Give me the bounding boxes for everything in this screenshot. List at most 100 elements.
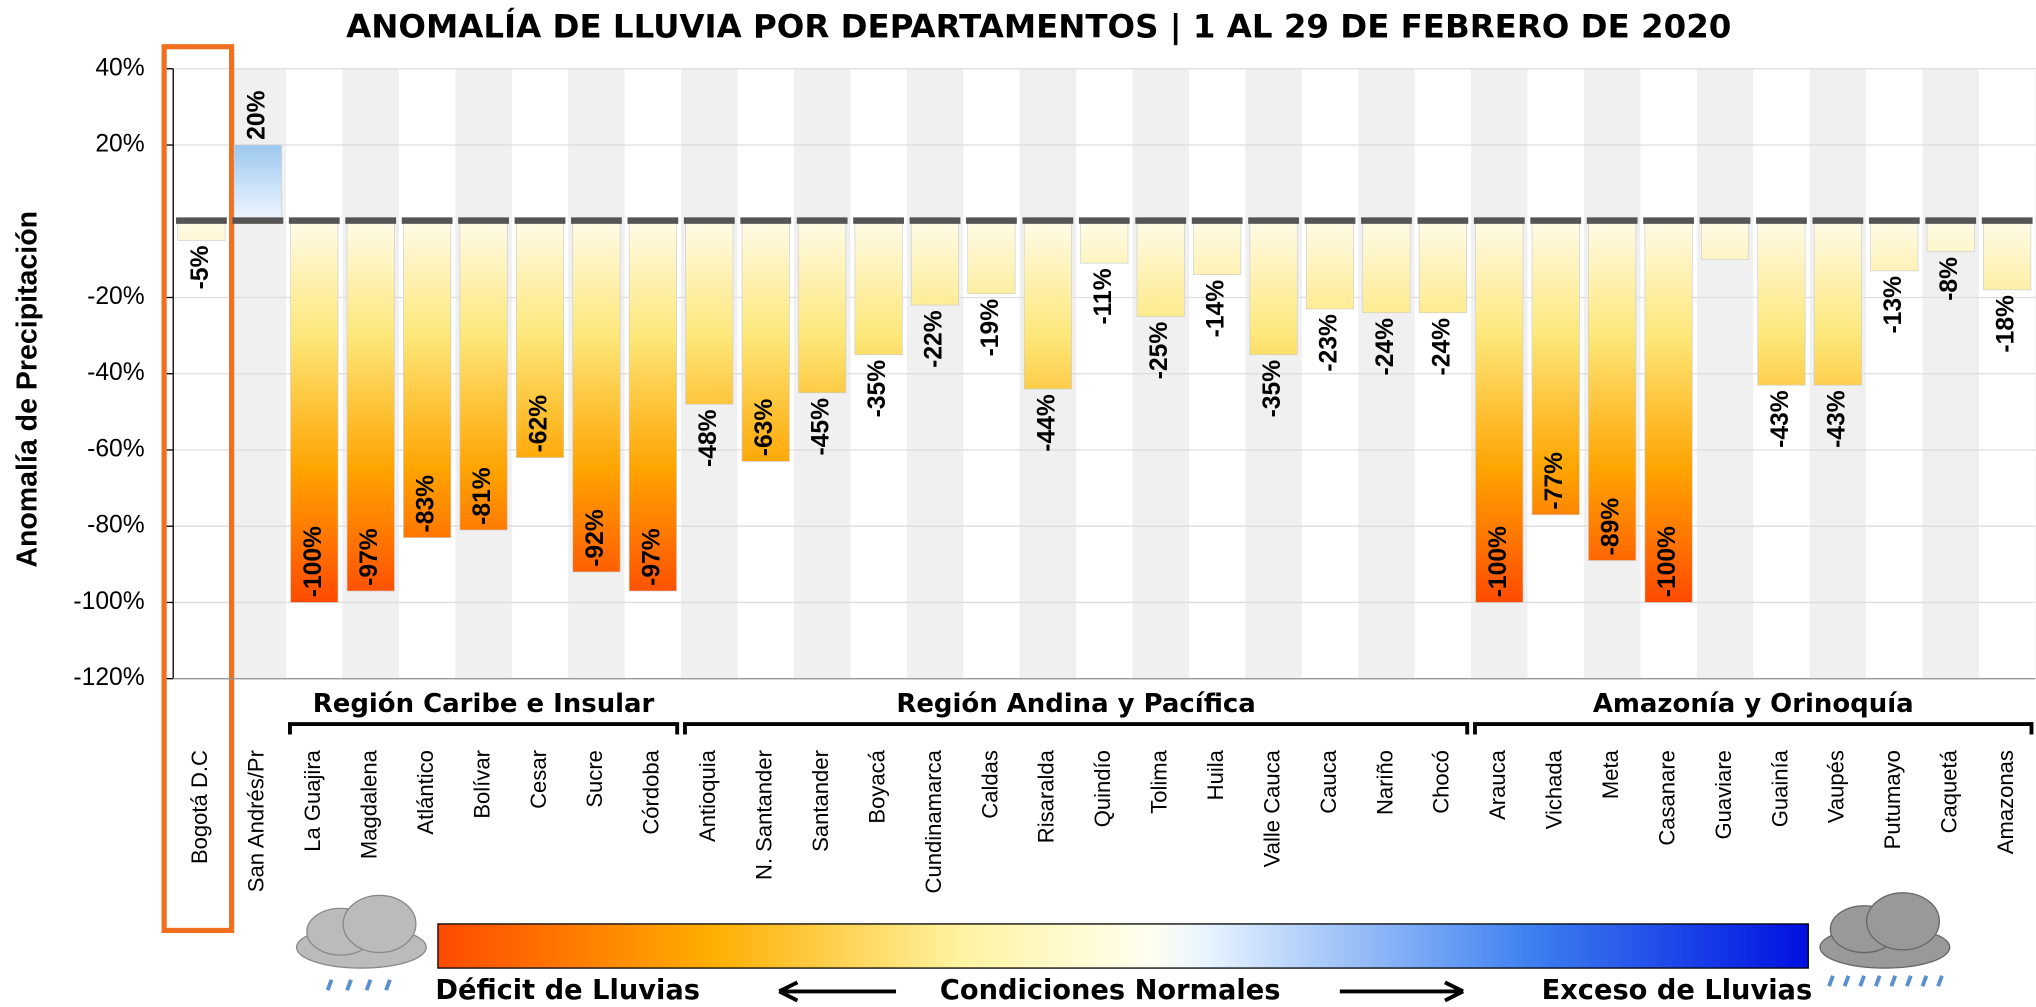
value-label: -43% [1767, 390, 1794, 448]
bar [1983, 221, 2030, 290]
value-label: 20% [243, 90, 270, 139]
bar [1024, 221, 1071, 389]
value-label: -92% [582, 509, 609, 567]
cloud-left [296, 895, 426, 990]
zero-cap [1079, 217, 1130, 223]
value-label: -77% [1541, 452, 1568, 510]
value-label: -18% [1993, 295, 2020, 353]
bar [1137, 221, 1184, 316]
value-label: -97% [638, 528, 665, 586]
zero-cap [1587, 217, 1638, 223]
bar [1363, 221, 1410, 312]
x-tick-label: Caquetá [1937, 749, 1962, 833]
x-tick-label: Cundinamarca [921, 749, 946, 893]
legend-scale [438, 924, 1808, 968]
bar [1701, 221, 1748, 259]
bar [1758, 221, 1805, 385]
zero-cap [402, 217, 453, 223]
zero-cap [966, 217, 1017, 223]
x-tick-label: Valle Cauca [1259, 749, 1284, 867]
chart-title: ANOMALÍA DE LLUVIA POR DEPARTAMENTOS | 1… [346, 8, 1731, 47]
bar [1871, 221, 1918, 271]
x-tick-label: Huila [1203, 749, 1228, 800]
zero-cap [232, 217, 283, 223]
x-tick-label: Guaviare [1711, 750, 1736, 839]
x-tick-label: Guainía [1767, 749, 1792, 827]
value-label: -19% [977, 299, 1004, 357]
x-tick-label: Sucre [582, 750, 607, 808]
x-tick-label: Arauca [1485, 749, 1510, 820]
value-label: -83% [413, 475, 440, 533]
value-label: -43% [1823, 390, 1850, 448]
value-label: -5% [187, 245, 214, 289]
x-tick-label: Risaralda [1034, 749, 1059, 843]
zero-cap [853, 217, 904, 223]
chart: ANOMALÍA DE LLUVIA POR DEPARTAMENTOS | 1… [0, 0, 2036, 1007]
zero-cap [458, 217, 509, 223]
value-label: -11% [1090, 268, 1117, 324]
x-tick-label: N. Santander [752, 750, 777, 880]
zero-cap [1474, 217, 1525, 223]
value-label: -45% [808, 398, 835, 456]
zero-cap [1192, 217, 1243, 223]
bar [798, 221, 845, 393]
region-label: Región Caribe e Insular [313, 689, 655, 719]
x-tick-label: Boyacá [864, 749, 889, 823]
zero-cap [1925, 217, 1976, 223]
zero-cap [1305, 217, 1356, 223]
legend-label: Condiciones Normales [940, 975, 1281, 1006]
zero-cap [1643, 217, 1694, 223]
zero-cap [1417, 217, 1468, 223]
bar [1081, 221, 1128, 263]
zero-cap [176, 217, 227, 223]
zero-cap [1982, 217, 2033, 223]
x-tick-label: Cesar [526, 750, 551, 809]
value-label: -25% [1146, 322, 1173, 380]
x-tick-label: Putumayo [1880, 750, 1905, 849]
cloud-right [1820, 893, 1950, 986]
x-tick-label: Nariño [1372, 750, 1397, 815]
x-tick-label: Chocó [1429, 750, 1454, 814]
y-tick-label: 40% [95, 54, 144, 81]
bar [1193, 221, 1240, 274]
x-tick-label: Magdalena [357, 749, 382, 859]
value-label: -100% [300, 526, 327, 597]
bar [178, 221, 225, 240]
y-tick-label: -120% [73, 664, 144, 691]
value-label: -24% [1372, 318, 1399, 376]
y-tick-label: -40% [87, 359, 145, 386]
y-axis-title: Anomalía de Precipitación [12, 211, 44, 568]
zero-cap [684, 217, 735, 223]
zero-cap [515, 217, 566, 223]
y-tick-label: -60% [87, 435, 145, 462]
value-label: -100% [1654, 526, 1681, 597]
region-label: Región Andina y Pacífica [896, 689, 1255, 719]
value-label: -13% [1880, 276, 1907, 334]
legend-label: Déficit de Lluvias [435, 975, 700, 1006]
region-bracket [685, 724, 1467, 734]
zero-cap [1756, 217, 1807, 223]
x-tick-label: Atlántico [413, 750, 438, 835]
x-tick-label: Vaupés [1824, 750, 1849, 823]
value-label: -23% [1316, 314, 1343, 372]
zero-cap [1361, 217, 1412, 223]
x-tick-label: San Andrés/Pr [244, 750, 269, 892]
value-label: -8% [1936, 257, 1963, 301]
x-tick-label: Caldas [977, 750, 1002, 819]
bar [1814, 221, 1861, 385]
x-tick-label: Quindío [1090, 750, 1115, 827]
bar [686, 221, 733, 404]
zero-cap [740, 217, 791, 223]
value-label: -35% [864, 360, 891, 418]
y-tick-label: -80% [87, 512, 145, 539]
value-label: -35% [1259, 360, 1286, 418]
region-label: Amazonía y Orinoquía [1593, 689, 1914, 719]
bar [1250, 221, 1297, 354]
value-label: -24% [1428, 318, 1455, 376]
zero-cap [289, 217, 340, 223]
zero-cap [797, 217, 848, 223]
x-tick-label: Bolívar [469, 750, 494, 819]
bar [1419, 221, 1466, 312]
region-bracket [290, 724, 677, 734]
zero-cap [910, 217, 961, 223]
